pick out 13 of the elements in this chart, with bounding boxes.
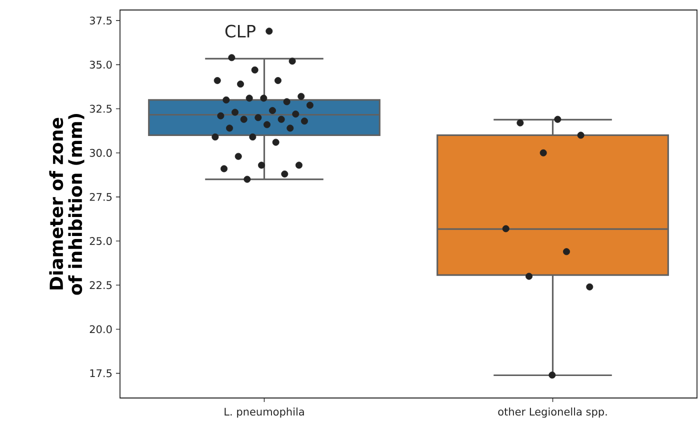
annotation: CLP xyxy=(225,24,256,38)
y-tick-label: 25.0 xyxy=(90,237,112,246)
y-tick-label: 30.0 xyxy=(90,148,112,157)
y-tick-label: 20.0 xyxy=(90,325,112,334)
x-tick-label: other Legionella spp. xyxy=(498,408,607,418)
y-tick-label: 22.5 xyxy=(90,281,112,290)
y-tick-label: 27.5 xyxy=(90,192,112,201)
y-tick-label: 35.0 xyxy=(90,60,112,69)
y-tick-label: 37.5 xyxy=(90,16,112,25)
y-axis-title: Diameter of zone of inhibition (mm) xyxy=(49,114,84,295)
y-tick-label: 17.5 xyxy=(90,369,112,378)
y-tick-label: 32.5 xyxy=(90,104,112,113)
x-tick-label: L. pneumophila xyxy=(224,408,304,418)
